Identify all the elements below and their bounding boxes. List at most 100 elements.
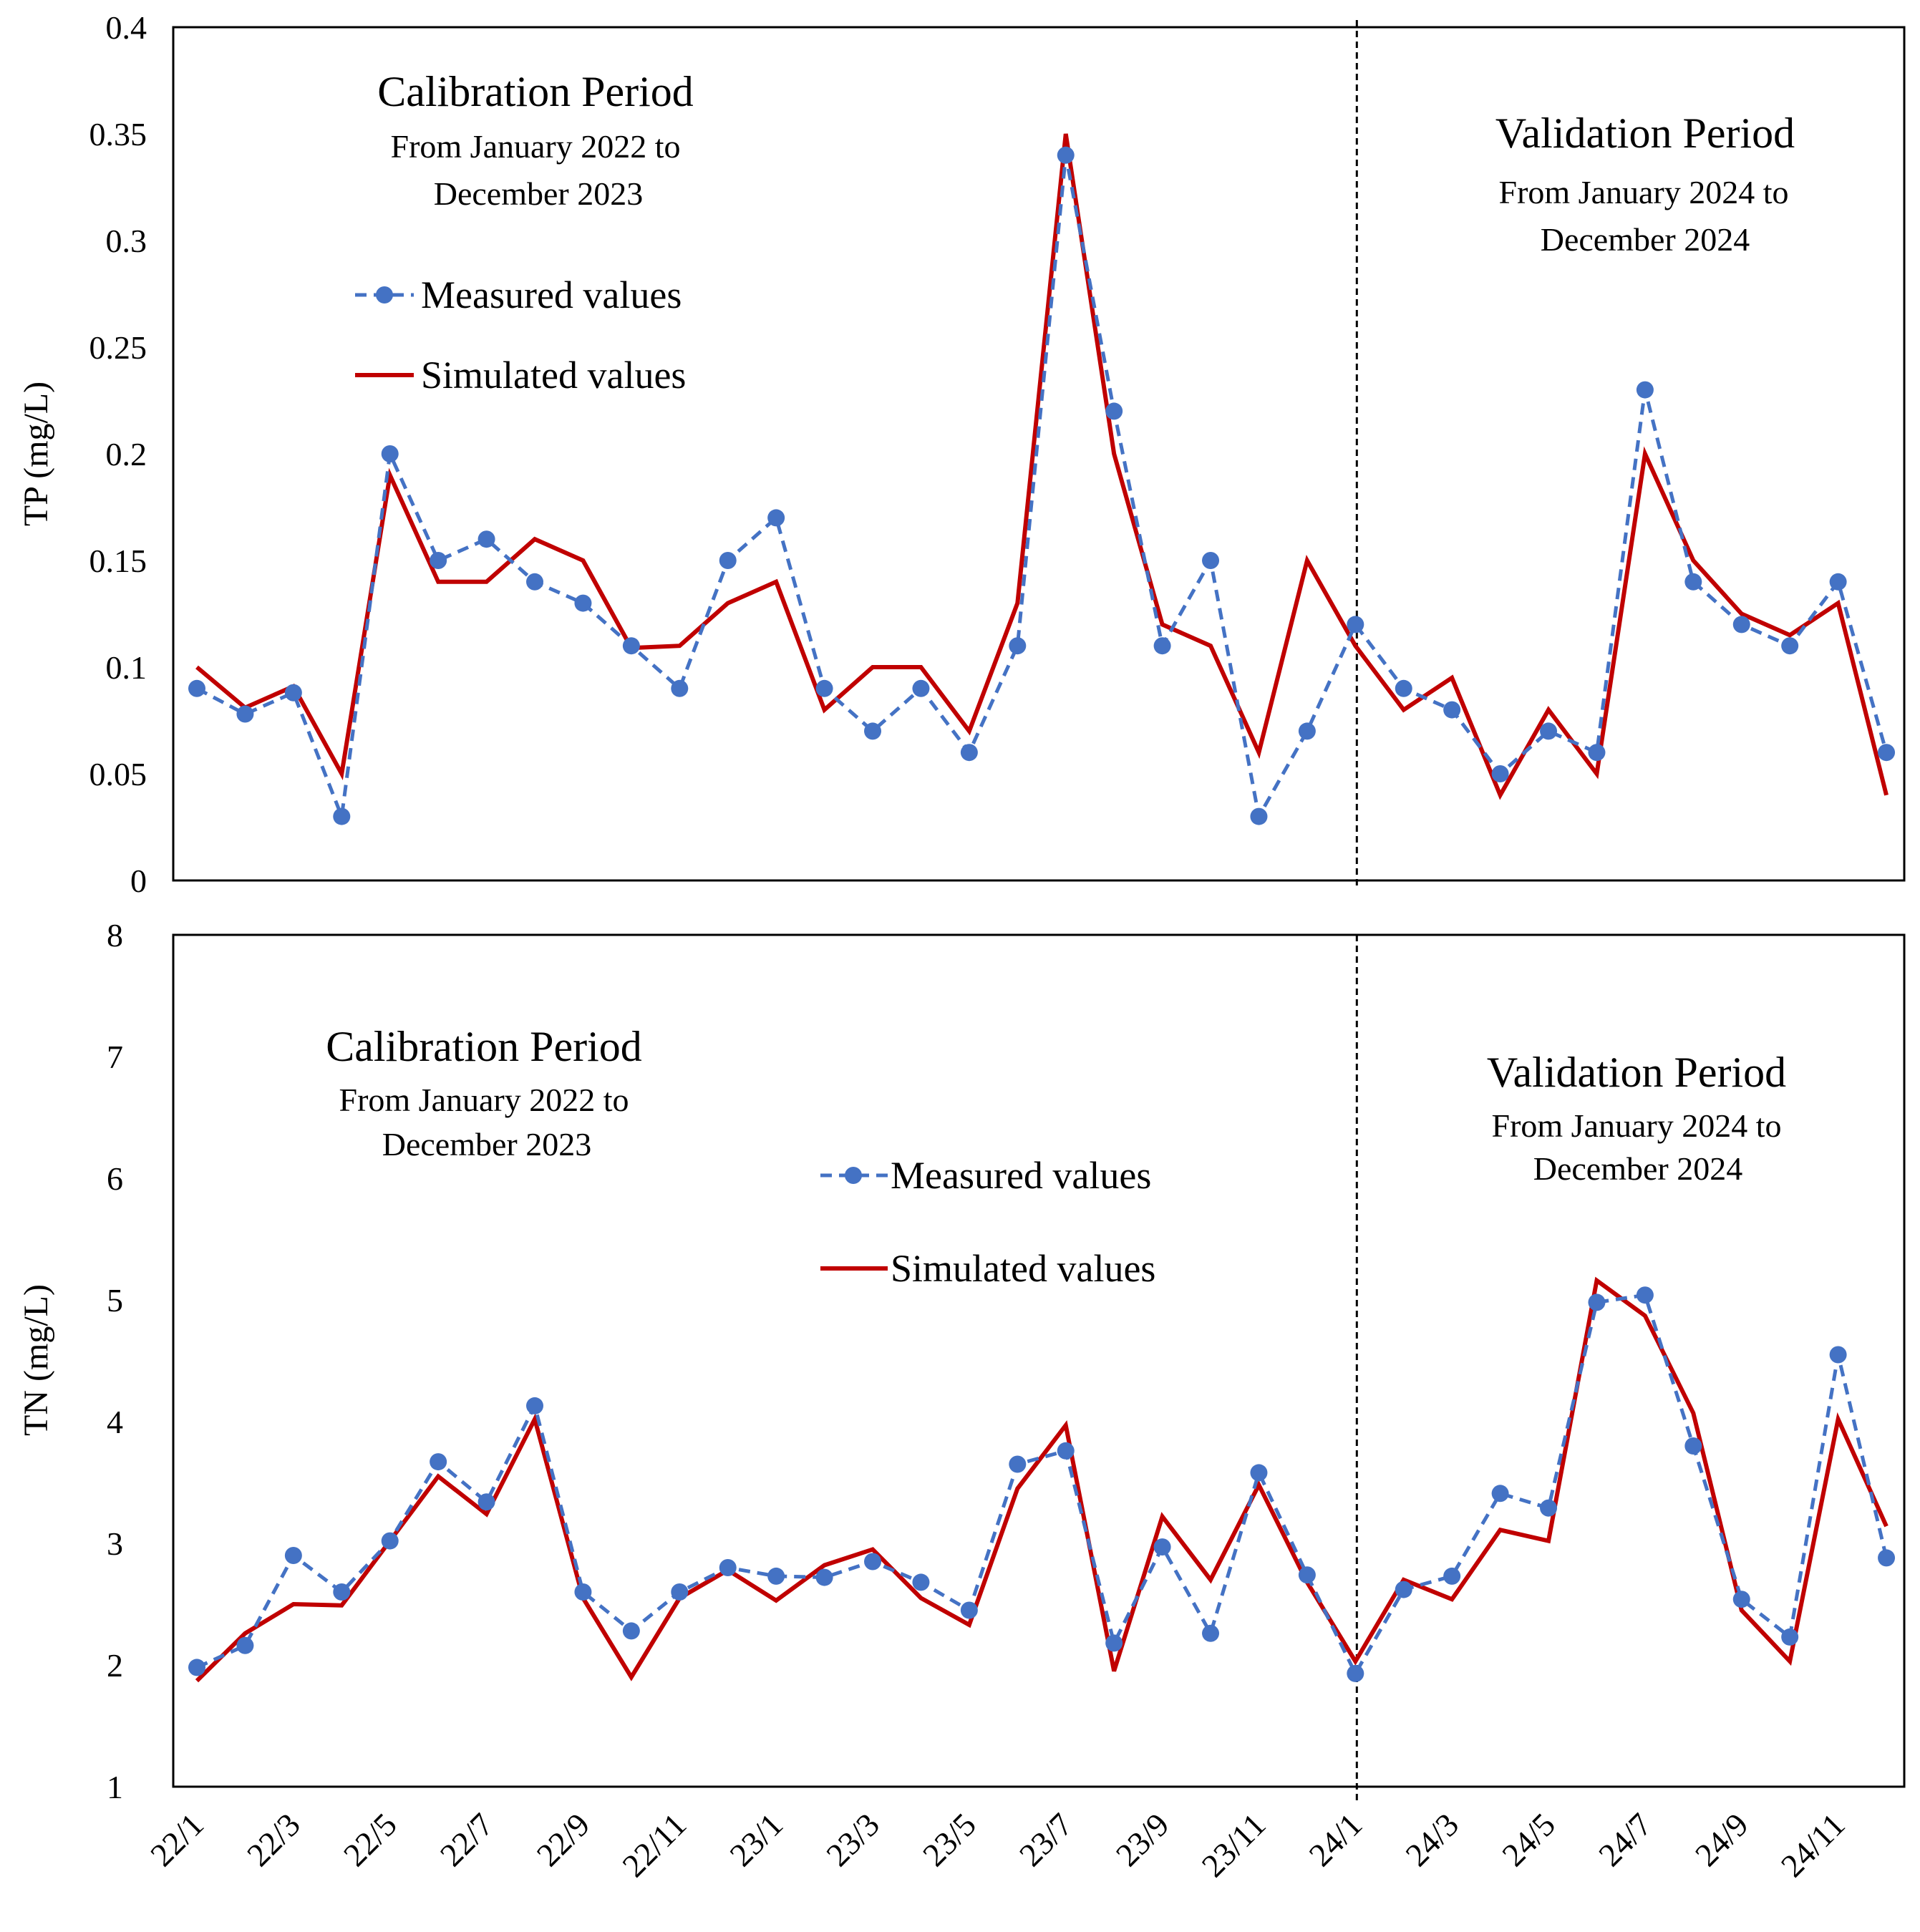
- x-tick-label: 23/1: [722, 1806, 790, 1873]
- tp-measured-point: [1250, 807, 1268, 825]
- tn-measured-point: [1202, 1624, 1220, 1642]
- tn-measured-point: [1298, 1566, 1316, 1584]
- tn-legend-simulated-label: Simulated values: [891, 1247, 1155, 1290]
- tn-measured-point: [815, 1568, 833, 1586]
- x-tick-label: 22/5: [336, 1806, 404, 1873]
- x-tick-label: 22/3: [240, 1806, 307, 1873]
- tn-simulated-line: [195, 1276, 1889, 1683]
- x-tick-label: 24/5: [1495, 1806, 1562, 1873]
- tp-y-tick-label: 0.05: [89, 756, 147, 792]
- tp-measured-point: [767, 509, 785, 527]
- tp-calibration-sub2: December 2023: [434, 175, 644, 212]
- tn-validation-sub1: From January 2024 to: [1491, 1107, 1781, 1144]
- tn-measured-point: [1636, 1286, 1654, 1304]
- tp-simulated-line: [195, 133, 1889, 800]
- x-tick-label: 23/11: [1195, 1806, 1273, 1884]
- tn-measured-point: [526, 1397, 544, 1414]
- x-tick-label: 22/11: [615, 1806, 693, 1884]
- tp-measured-point: [526, 573, 544, 591]
- tp-measured-point: [1202, 552, 1220, 569]
- tn-measured-point: [960, 1601, 978, 1619]
- tp-legend-simulated-label: Simulated values: [421, 354, 686, 397]
- tn-y-tick-label: 2: [107, 1647, 123, 1684]
- tp-legend-measured-marker: [376, 286, 393, 304]
- tn-measured-point: [1153, 1538, 1171, 1556]
- tp-measured-point: [1298, 722, 1316, 740]
- tn-measured-point: [1443, 1567, 1461, 1585]
- tn-measured-point: [188, 1659, 205, 1676]
- tp-legend: Measured values Simulated values: [355, 273, 686, 397]
- tp-measured-point: [1588, 744, 1606, 762]
- tp-measured-line: [195, 155, 1889, 822]
- tn-calibration-title: Calibration Period: [326, 1023, 642, 1070]
- tp-measured-point: [719, 552, 737, 569]
- tn-measured-point: [912, 1573, 930, 1591]
- tn-measured-point: [236, 1636, 254, 1654]
- tn-measured-point: [574, 1583, 592, 1601]
- tn-measured-point: [1395, 1581, 1412, 1598]
- tp-y-tick-label: 0.15: [89, 543, 147, 579]
- tp-measured-point: [381, 445, 399, 462]
- tp-y-axis-label: TP (mg/L): [17, 382, 55, 526]
- tp-measured-point: [1540, 722, 1558, 740]
- tn-measured-point: [430, 1453, 447, 1471]
- tn-y-axis-label: TN (mg/L): [17, 1284, 55, 1436]
- x-tick-label: 23/9: [1109, 1806, 1176, 1873]
- tp-measured-point: [1684, 573, 1702, 591]
- tn-measured-point: [719, 1559, 737, 1576]
- tp-measured-point: [1153, 637, 1171, 655]
- tp-measured-point: [1347, 616, 1364, 634]
- tp-measured-point: [1636, 381, 1654, 399]
- tn-measured-point: [767, 1567, 785, 1585]
- tp-y-tick-label: 0.3: [106, 223, 147, 259]
- tn-measured-point: [284, 1547, 302, 1564]
- x-tick-label: 24/3: [1398, 1806, 1465, 1873]
- tn-plot-frame: [172, 933, 1906, 1788]
- tp-measured-point: [1781, 637, 1799, 655]
- tn-measured-point: [622, 1622, 640, 1640]
- tp-measured-point: [815, 679, 833, 697]
- tp-y-tick-label: 0.1: [106, 649, 147, 686]
- tn-measured-point: [1588, 1293, 1606, 1311]
- tn-y-tick-label: 7: [107, 1039, 123, 1075]
- tp-legend-measured-label: Measured values: [421, 273, 682, 316]
- tp-y-tick-label: 0: [130, 863, 147, 899]
- tn-measured-point: [1878, 1549, 1896, 1567]
- tn-validation-title: Validation Period: [1487, 1049, 1786, 1096]
- tp-measured-point: [912, 679, 930, 697]
- tn-legend-measured-label: Measured values: [891, 1154, 1151, 1197]
- tp-y-tick-label: 0.4: [106, 9, 147, 46]
- tn-measured-point: [381, 1532, 399, 1550]
- tp-measured-point: [333, 807, 351, 825]
- tn-measured-point: [477, 1493, 495, 1511]
- tp-y-tick-label: 0.35: [89, 116, 147, 152]
- tp-measured-point: [1105, 402, 1123, 420]
- tp-measured-point: [1829, 573, 1847, 591]
- tp-measured-point: [1057, 146, 1075, 164]
- x-tick-label: 24/1: [1302, 1806, 1369, 1873]
- tp-calibration-title: Calibration Period: [377, 68, 694, 115]
- tn-y-tick-label: 5: [107, 1282, 123, 1319]
- tp-measured-point: [1443, 701, 1461, 719]
- tp-validation-sub1: From January 2024 to: [1498, 174, 1788, 210]
- tp-measured-point: [284, 684, 302, 702]
- x-tick-label: 23/3: [819, 1806, 886, 1873]
- tp-measured-point: [864, 722, 882, 740]
- tn-measured-point: [1540, 1499, 1558, 1517]
- tn-legend: Measured values Simulated values: [820, 1154, 1155, 1290]
- tn-measured-point: [1057, 1442, 1075, 1460]
- x-tick-label: 24/7: [1591, 1806, 1659, 1873]
- tp-measured-point: [477, 530, 495, 548]
- tp-y-tick-label: 0.25: [89, 329, 147, 366]
- tn-measured-point: [1491, 1485, 1509, 1503]
- tn-measured-point: [1781, 1628, 1799, 1646]
- tn-measured-point: [864, 1553, 882, 1571]
- tp-validation-title: Validation Period: [1495, 110, 1795, 157]
- tp-measured-point: [960, 744, 978, 762]
- tp-validation-sub2: December 2024: [1541, 221, 1750, 258]
- tn-legend-measured-marker: [845, 1167, 862, 1184]
- tn-measured-point: [671, 1583, 689, 1601]
- tp-y-tick-label: 0.2: [106, 436, 147, 472]
- tn-measured-point: [1105, 1634, 1123, 1652]
